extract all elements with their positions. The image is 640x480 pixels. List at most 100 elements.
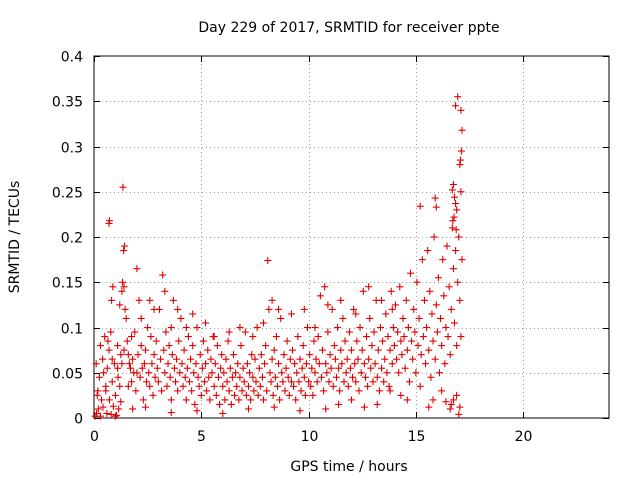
data-point xyxy=(240,378,248,386)
data-point xyxy=(328,305,336,313)
data-point xyxy=(223,378,231,386)
data-point xyxy=(360,403,368,411)
data-point xyxy=(432,301,440,309)
data-point xyxy=(336,387,344,395)
data-point xyxy=(264,257,272,265)
data-point xyxy=(325,378,333,386)
data-point xyxy=(314,333,322,341)
data-point xyxy=(357,369,365,377)
data-point xyxy=(174,305,182,313)
data-point xyxy=(92,360,100,368)
data-point xyxy=(391,301,399,309)
data-point xyxy=(349,373,357,381)
data-point xyxy=(292,396,300,404)
data-point xyxy=(387,287,395,295)
data-point xyxy=(109,402,117,410)
data-point xyxy=(166,373,174,381)
data-point xyxy=(232,369,240,377)
y-tick-label: 0.05 xyxy=(52,367,83,383)
data-point xyxy=(431,194,439,202)
data-point xyxy=(447,400,455,408)
data-point xyxy=(326,351,334,359)
data-point xyxy=(178,360,186,368)
data-point xyxy=(222,355,230,363)
data-point xyxy=(221,396,229,404)
data-point xyxy=(456,296,464,304)
data-point xyxy=(413,278,421,286)
data-point xyxy=(353,337,361,345)
data-point xyxy=(149,391,157,399)
data-point xyxy=(342,369,350,377)
data-point xyxy=(445,283,453,291)
data-point xyxy=(172,378,180,386)
data-point xyxy=(210,333,218,341)
data-point xyxy=(368,342,376,350)
data-point xyxy=(105,396,113,404)
data-point xyxy=(270,403,278,411)
data-point xyxy=(197,391,205,399)
data-point xyxy=(167,409,175,417)
data-point xyxy=(449,181,457,189)
data-point xyxy=(379,337,387,345)
data-points xyxy=(91,93,466,420)
data-point xyxy=(423,324,431,331)
data-point xyxy=(225,328,233,336)
data-point xyxy=(451,319,458,327)
data-point xyxy=(132,387,140,395)
chart-title: Day 229 of 2017, SRMTID for receiver ppt… xyxy=(198,20,499,36)
data-point xyxy=(120,242,128,250)
data-point xyxy=(382,310,390,318)
data-point xyxy=(458,256,466,264)
data-point xyxy=(433,328,441,336)
data-point xyxy=(182,396,190,404)
data-point xyxy=(202,360,210,368)
data-point xyxy=(129,355,137,363)
data-point xyxy=(431,355,439,363)
y-tick-label: 0.4 xyxy=(61,50,83,66)
data-point xyxy=(175,337,183,345)
data-point xyxy=(388,305,396,313)
data-point xyxy=(424,247,432,255)
data-point xyxy=(432,203,440,211)
data-point xyxy=(455,233,463,241)
data-point xyxy=(454,278,462,286)
data-point xyxy=(412,369,420,377)
data-point xyxy=(416,382,424,390)
data-point xyxy=(451,193,458,201)
data-point xyxy=(198,364,206,372)
data-point xyxy=(100,369,108,377)
data-point xyxy=(452,102,460,110)
data-point xyxy=(267,378,275,386)
data-point xyxy=(177,314,185,322)
data-point xyxy=(254,391,262,399)
data-point xyxy=(243,360,251,368)
data-point xyxy=(452,200,460,208)
data-point xyxy=(213,342,221,350)
data-point xyxy=(394,328,402,336)
data-point xyxy=(193,407,201,415)
data-point xyxy=(229,351,237,359)
data-point xyxy=(453,391,461,399)
data-point xyxy=(226,364,234,372)
data-point xyxy=(399,314,407,322)
data-point xyxy=(438,387,446,395)
data-point xyxy=(301,391,309,399)
data-point xyxy=(161,287,169,295)
data-point xyxy=(167,324,175,331)
data-point xyxy=(123,337,131,345)
data-point xyxy=(341,337,349,345)
data-point xyxy=(457,147,465,155)
data-point xyxy=(170,364,178,372)
data-point xyxy=(435,369,443,377)
data-point xyxy=(225,387,233,395)
data-point xyxy=(162,328,170,336)
data-point xyxy=(96,342,104,350)
data-point xyxy=(365,283,373,291)
data-point xyxy=(236,373,244,381)
data-point xyxy=(409,355,417,363)
data-point xyxy=(195,382,203,390)
data-point xyxy=(133,265,141,273)
data-point xyxy=(208,369,216,377)
data-point xyxy=(255,364,263,372)
data-point xyxy=(185,378,193,386)
